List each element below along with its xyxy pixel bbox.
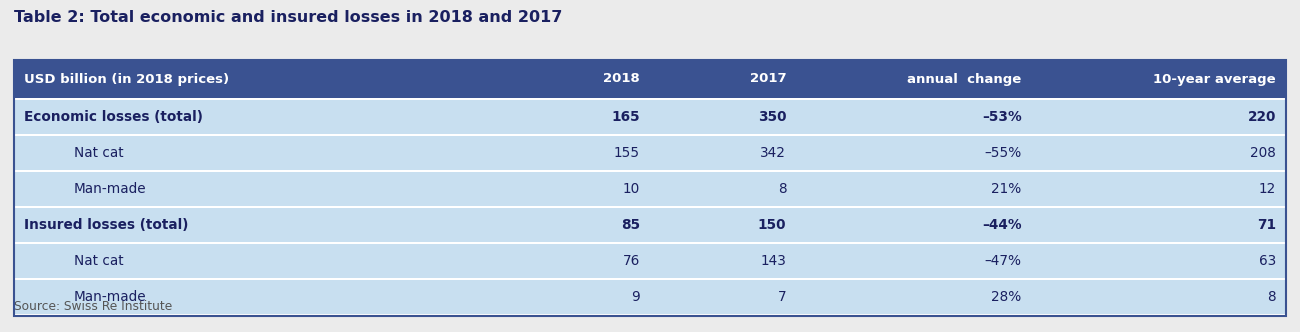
Text: 342: 342	[760, 146, 786, 160]
Bar	[14, 244, 1286, 278]
Text: Source: Swiss Re Institute: Source: Swiss Re Institute	[14, 299, 172, 312]
Bar	[14, 98, 1286, 100]
Text: –47%: –47%	[984, 254, 1022, 268]
Text: 2017: 2017	[750, 72, 786, 86]
Bar	[14, 314, 1286, 316]
Text: –55%: –55%	[984, 146, 1022, 160]
Text: 9: 9	[632, 290, 640, 304]
Text: 165: 165	[611, 110, 640, 124]
Text: 208: 208	[1251, 146, 1277, 160]
Text: Man-made: Man-made	[74, 290, 147, 304]
Text: 63: 63	[1258, 254, 1277, 268]
Text: 10-year average: 10-year average	[1153, 72, 1277, 86]
Text: –44%: –44%	[982, 218, 1022, 232]
Text: 7: 7	[777, 290, 786, 304]
Text: Economic losses (total): Economic losses (total)	[23, 110, 203, 124]
Bar	[14, 172, 1286, 206]
Bar	[14, 278, 1286, 280]
Text: Man-made: Man-made	[74, 182, 147, 196]
Bar	[14, 60, 1286, 98]
Bar	[14, 136, 1286, 170]
Bar	[14, 242, 1286, 244]
Text: 71: 71	[1257, 218, 1277, 232]
Text: 220: 220	[1248, 110, 1277, 124]
Text: Nat cat: Nat cat	[74, 254, 124, 268]
Bar	[14, 170, 1286, 172]
Bar	[14, 206, 1286, 208]
Bar	[14, 60, 1286, 316]
Text: 8: 8	[777, 182, 786, 196]
Text: 143: 143	[760, 254, 786, 268]
Text: USD billion (in 2018 prices): USD billion (in 2018 prices)	[23, 72, 229, 86]
Bar	[14, 134, 1286, 136]
Bar	[14, 100, 1286, 134]
Text: 76: 76	[623, 254, 640, 268]
Text: 150: 150	[758, 218, 786, 232]
Bar	[14, 280, 1286, 314]
Text: Nat cat: Nat cat	[74, 146, 124, 160]
Text: 10: 10	[623, 182, 640, 196]
Text: 155: 155	[614, 146, 640, 160]
Text: annual  change: annual change	[907, 72, 1022, 86]
Text: 21%: 21%	[992, 182, 1022, 196]
Text: 2018: 2018	[603, 72, 640, 86]
Text: 12: 12	[1258, 182, 1277, 196]
Bar	[14, 208, 1286, 242]
Text: 28%: 28%	[992, 290, 1022, 304]
Text: Insured losses (total): Insured losses (total)	[23, 218, 188, 232]
Text: Table 2: Total economic and insured losses in 2018 and 2017: Table 2: Total economic and insured loss…	[14, 11, 563, 26]
Text: 8: 8	[1268, 290, 1277, 304]
Text: 85: 85	[621, 218, 640, 232]
Text: 350: 350	[758, 110, 786, 124]
Text: –53%: –53%	[982, 110, 1022, 124]
